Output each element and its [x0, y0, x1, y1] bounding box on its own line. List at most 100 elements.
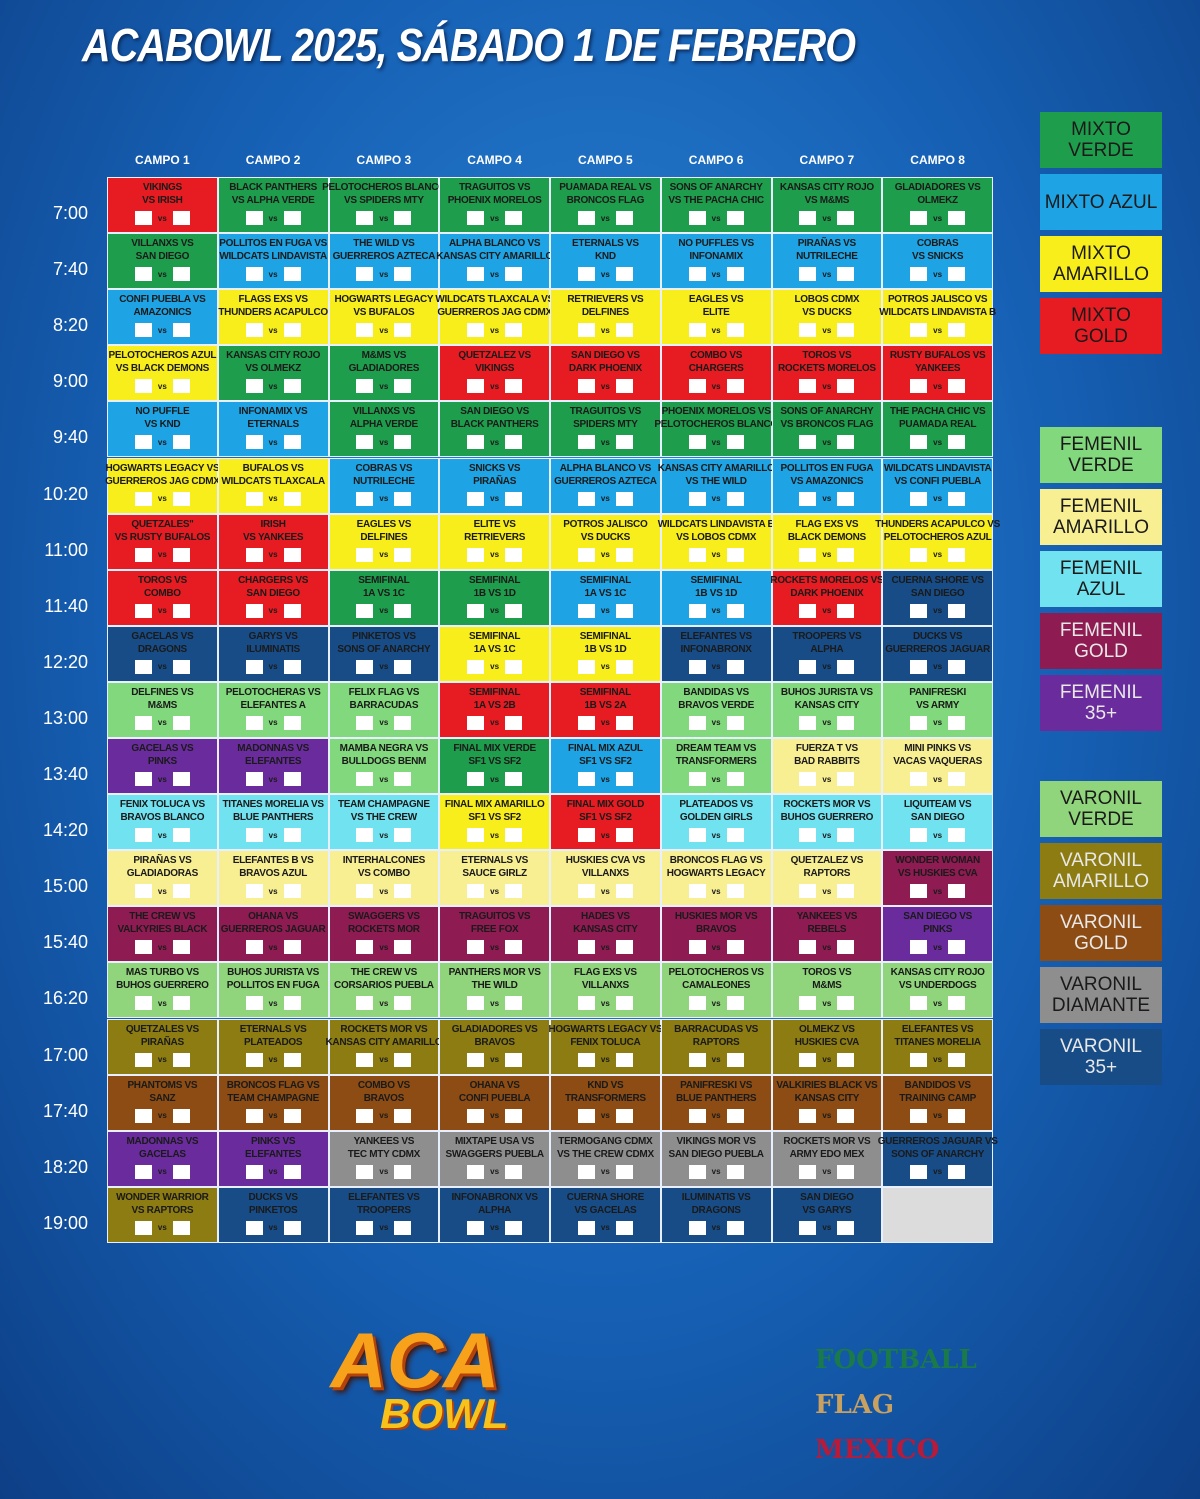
- team-line: VS OLMEKZ: [245, 363, 301, 375]
- team-line: SONS OF ANARCHY: [669, 182, 763, 193]
- vs-label: vs: [711, 437, 721, 447]
- score-box: [394, 491, 412, 506]
- score-box: [283, 435, 301, 450]
- score-box: [283, 603, 301, 618]
- score-box: [910, 379, 928, 394]
- team-line: GLADIADORES VS: [894, 182, 981, 193]
- score-box: [837, 940, 855, 955]
- match-teams: PANIFRESKI VS BLUE PANTHERS: [676, 1079, 757, 1105]
- match-cell: EAGLES VS ELITE vs: [660, 289, 772, 346]
- match-teams: SEMIFINAL 1A VS 1C: [469, 630, 520, 656]
- match-teams: WILDCATS TLAXCALA VS GUERREROS JAG CDMX: [435, 293, 554, 319]
- match-teams: OHANA VS GUERREROS JAGUAR: [221, 910, 326, 936]
- team-line: VALKIRIES BLACK VS: [776, 1079, 878, 1091]
- team-line: KANSAS CITY AMARILLO: [657, 462, 775, 474]
- team-line: CONFI PUEBLA VS: [119, 294, 206, 306]
- match-cell: FLAGS EXS VS THUNDERS ACAPULCO vs: [217, 289, 329, 346]
- team-line: ELEFANTES VS: [901, 1023, 974, 1035]
- team-line: TITANES MORELIA: [894, 1036, 981, 1048]
- team-line: ETERNALS VS: [572, 238, 639, 250]
- score-boxes: vs: [245, 940, 301, 955]
- match-teams: BARRACUDAS VS RAPTORS: [674, 1023, 758, 1049]
- match-cell: RUSTY BUFALOS VS YANKEES vs: [882, 345, 993, 402]
- score-box: [577, 211, 595, 225]
- score-box: [577, 323, 595, 338]
- score-box: [134, 435, 152, 450]
- match-cell: SONS OF ANARCHY VS THE PACHA CHIC vs: [660, 177, 772, 234]
- score-boxes: vs: [688, 884, 744, 899]
- score-box: [394, 603, 412, 618]
- score-boxes: vs: [688, 323, 744, 338]
- score-box: [577, 715, 595, 730]
- match-cell: POLLITOS EN FUGA VS WILDCATS LINDAVISTA vs: [217, 233, 329, 290]
- match-cell: TITANES MORELIA VS BLUE PANTHERS vs: [217, 794, 329, 851]
- score-boxes: vs: [134, 267, 190, 282]
- team-line: GOLDEN GIRLS: [679, 812, 753, 824]
- team-line: PHOENIX MORELOS VS: [661, 406, 771, 418]
- match-teams: DREAM TEAM VS TRANSFORMERS: [676, 742, 757, 768]
- score-box: [467, 379, 485, 394]
- score-box: [134, 940, 152, 955]
- vs-label: vs: [600, 1055, 610, 1064]
- team-line: SEMIFINAL: [579, 574, 631, 586]
- team-line: DELFINES: [581, 307, 629, 319]
- team-line: CUERNA SHORE VS: [891, 574, 984, 586]
- match-teams: MINI PINKS VS VACAS VAQUERAS: [893, 742, 982, 768]
- team-line: GLADIADORES: [348, 363, 420, 375]
- team-line: THUNDERS ACAPULCO: [218, 307, 328, 319]
- team-line: 1A VS 1C: [363, 587, 405, 599]
- score-boxes: vs: [134, 1164, 190, 1179]
- team-line: PELOTOCHERAS VS: [225, 686, 321, 698]
- match-cell: SEMIFINAL 1A VS 1C vs: [439, 625, 550, 682]
- score-box: [948, 603, 966, 618]
- score-box: [172, 772, 190, 786]
- match-cell: SEMIFINAL 1B VS 1D vs: [660, 569, 772, 626]
- team-line: TROOPERS VS: [792, 630, 862, 642]
- score-boxes: vs: [467, 715, 523, 730]
- team-line: INFONAMIX: [689, 251, 743, 263]
- team-line: PIRAÑAS VS: [133, 855, 192, 867]
- legend-item: VARONIL DIAMANTE: [1040, 967, 1162, 1023]
- score-boxes: vs: [577, 211, 633, 225]
- vs-label: vs: [268, 550, 278, 560]
- match-teams: BRONCOS FLAG VS HOGWARTS LEGACY: [667, 854, 766, 880]
- vs-label: vs: [157, 942, 167, 952]
- vs-label: vs: [157, 1223, 167, 1233]
- match-teams: BUHOS JURISTA VS KANSAS CITY: [781, 686, 873, 712]
- score-box: [245, 996, 263, 1011]
- score-box: [356, 211, 374, 225]
- score-box: [726, 1220, 744, 1235]
- score-box: [245, 211, 263, 225]
- score-box: [726, 1052, 744, 1067]
- match-cell: BRONCOS FLAG VS HOGWARTS LEGACY vs: [660, 850, 772, 907]
- match-teams: BRONCOS FLAG VS TEAM CHAMPAGNE: [227, 1079, 320, 1105]
- match-cell: KANSAS CITY ROJO VS OLMEKZ vs: [217, 345, 329, 402]
- score-boxes: vs: [467, 603, 523, 618]
- score-box: [245, 1108, 263, 1123]
- score-box: [577, 772, 595, 786]
- score-boxes: vs: [577, 884, 633, 899]
- team-line: DUCKS VS: [248, 1191, 298, 1203]
- score-box: [799, 379, 817, 394]
- score-box: [505, 715, 523, 730]
- team-line: FINAL MIX AZUL: [568, 743, 643, 754]
- vs-label: vs: [933, 1111, 943, 1121]
- score-box: [505, 884, 523, 899]
- match-cell: HOGWARTS LEGACY VS GUERREROS JAG CDMX vs: [105, 457, 220, 514]
- match-teams: TROOPERS VS ALPHA: [792, 630, 861, 656]
- score-box: [172, 996, 190, 1011]
- team-line: SAN DIEGO: [800, 1191, 854, 1203]
- team-line: VS IRISH: [142, 195, 183, 206]
- score-box: [726, 828, 744, 843]
- score-boxes: vs: [245, 772, 301, 786]
- score-box: [505, 1052, 523, 1067]
- match-teams: DUCKS VS PINKETOS: [248, 1191, 298, 1217]
- score-box: [726, 603, 744, 618]
- team-line: VS DUCKS: [580, 531, 631, 543]
- vs-label: vs: [490, 774, 500, 784]
- score-box: [837, 267, 855, 282]
- score-boxes: vs: [688, 940, 744, 955]
- vs-label: vs: [711, 494, 721, 503]
- score-box: [837, 772, 855, 786]
- vs-label: vs: [711, 942, 721, 952]
